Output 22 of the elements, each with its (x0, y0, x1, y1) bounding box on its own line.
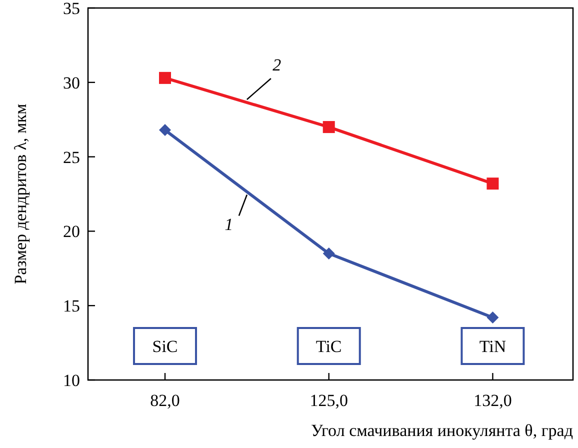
point (322, 248, 335, 260)
y-tick-label: 25 (63, 148, 80, 167)
point (159, 124, 172, 136)
y-tick-label: 20 (63, 222, 80, 242)
x-tick-label: 125,0 (310, 391, 348, 410)
x-axis-title: Угол смачивания инокулянта θ, град (310, 421, 574, 440)
y-tick-label: 35 (63, 0, 80, 18)
point (322, 121, 335, 134)
x-tick-label: 132,0 (474, 391, 512, 410)
series-label: 1 (224, 214, 234, 234)
y-tick-label: 15 (63, 296, 80, 316)
y-tick-label: 30 (63, 73, 80, 92)
annotation: SiC (152, 337, 178, 356)
text: 2 (272, 55, 282, 74)
annotation: TiN (479, 337, 506, 356)
point (159, 72, 172, 84)
point (486, 312, 499, 324)
annotation: TiC (316, 337, 342, 356)
y-tick-label: 10 (63, 371, 80, 390)
y-axis-title: Размер дендритов λ, мкм (11, 103, 30, 284)
point (486, 178, 499, 190)
x-tick-label: 82,0 (150, 391, 180, 410)
